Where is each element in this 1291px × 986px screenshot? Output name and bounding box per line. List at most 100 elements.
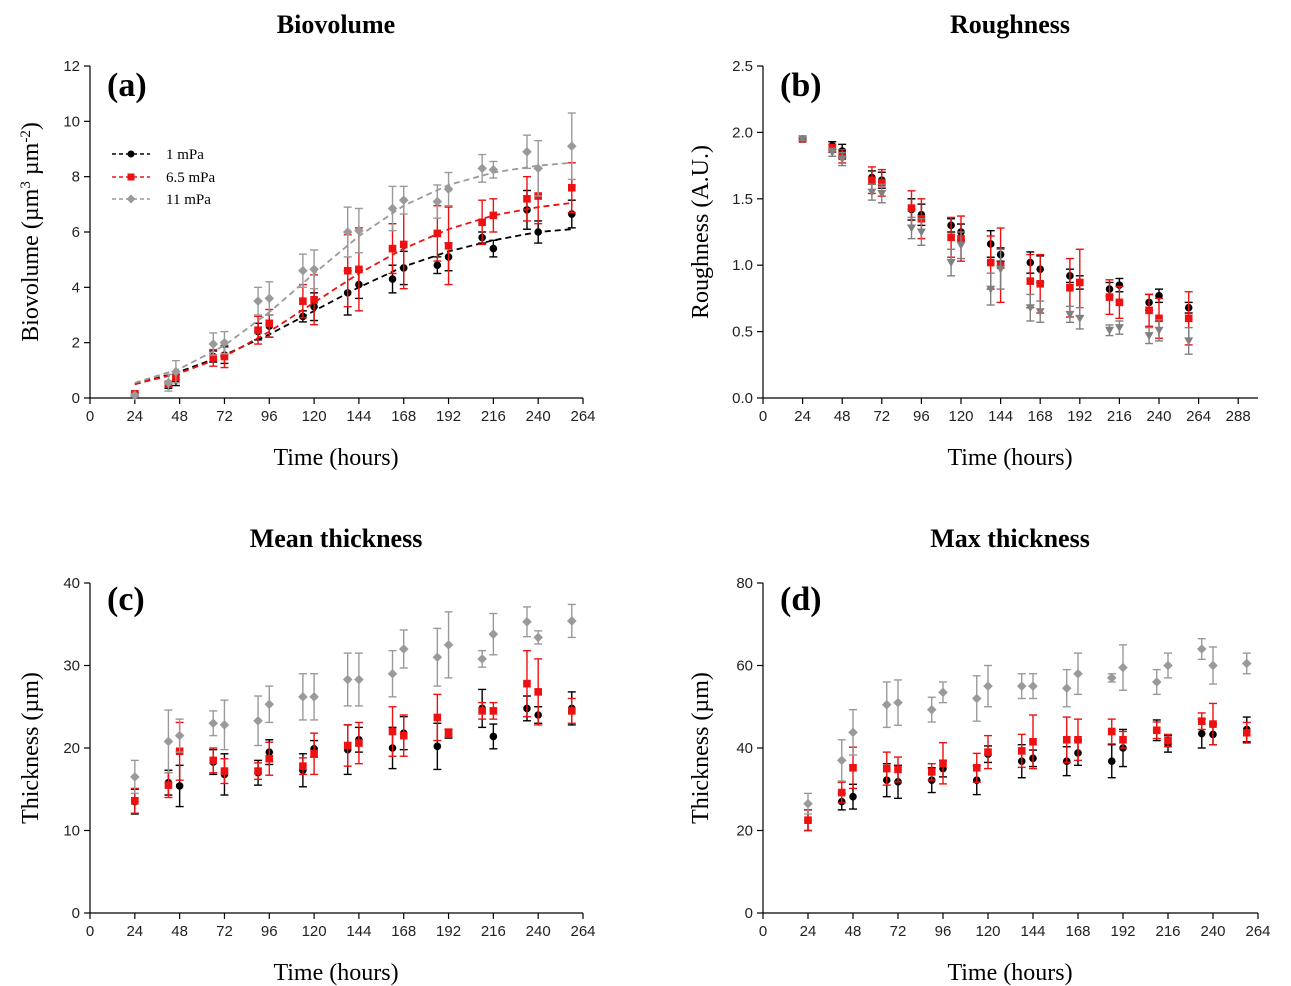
panel-a-ytick-label: 0 [72, 390, 80, 407]
data-point [254, 326, 262, 335]
panel-c-ytick-label: 30 [63, 658, 80, 675]
data-point [387, 203, 398, 214]
data-point [254, 767, 262, 775]
panel-a-ytick-label: 2 [72, 335, 80, 352]
data-point [947, 233, 955, 242]
data-point [1036, 279, 1044, 288]
panel-b-axes: 0 24 48 72 96 120 144 168 192 216 240 264 288 0.0 0.5 1… [732, 58, 1258, 425]
data-point [1164, 736, 1172, 745]
data-point [433, 713, 442, 722]
panel-a-xtick-label: 48 [171, 408, 188, 425]
data-point [1209, 720, 1217, 728]
data-point [1107, 727, 1116, 736]
data-point [208, 339, 219, 349]
data-point [1197, 717, 1206, 725]
data-point [1105, 293, 1114, 301]
panel-a-title: Biovolume [277, 10, 395, 39]
panel-c-series-6-5-mpa [130, 649, 576, 814]
data-point [174, 730, 185, 741]
data-point [803, 798, 813, 809]
panel-b-xtick-label: 240 [1146, 408, 1171, 425]
data-point [130, 390, 140, 401]
panel-b-ytick-label: 0.0 [732, 390, 753, 407]
data-point [1076, 278, 1084, 287]
legend-marker-6-5mpa [127, 173, 135, 181]
panel-d-ytick-label: 20 [736, 823, 753, 840]
data-point [175, 782, 184, 790]
panel-b-series-11-mpa [798, 135, 1194, 355]
panel-c-ytick-label: 20 [63, 740, 80, 757]
panel-a-ylabel: Biovolume (µm3 µm-2) [18, 122, 44, 342]
panel-d-ytick-label: 80 [736, 575, 753, 592]
data-point [354, 225, 364, 236]
data-point [388, 727, 397, 736]
data-point [882, 764, 891, 773]
legend-text-6-5mpa: 6.5 mPa [166, 170, 216, 186]
panel-a-series-1-mpa [130, 189, 576, 400]
data-point [489, 244, 498, 253]
data-point [1242, 728, 1251, 737]
data-point [523, 195, 531, 203]
data-point [443, 640, 454, 650]
data-point [986, 285, 996, 294]
data-point [827, 148, 837, 157]
data-point [1151, 677, 1162, 687]
panel-b-ytick-label: 0.5 [732, 324, 753, 341]
panel-b-xtick-label: 120 [948, 408, 973, 425]
data-point [986, 258, 995, 267]
panel-b-title: Roughness [950, 10, 1070, 39]
data-point [1062, 735, 1071, 744]
data-point [567, 183, 576, 192]
panel-b-ylabel: Roughness (A.U.) [688, 145, 714, 319]
panel-b-xtick-label: 264 [1186, 408, 1211, 425]
data-point [523, 679, 531, 688]
data-point [837, 155, 847, 164]
panel-b-xtick-label: 288 [1226, 408, 1251, 425]
panel-a-xtick-label: 264 [570, 408, 595, 425]
data-point [1155, 291, 1163, 300]
data-point [477, 163, 487, 174]
data-point [253, 296, 263, 306]
panel-b-xtick-label: 24 [794, 408, 811, 425]
panel-d-series-6-5-mpa [804, 702, 1251, 832]
panel-d-xtick-label: 144 [1020, 923, 1045, 940]
panel-c-ytick-label: 10 [63, 823, 80, 840]
data-point [489, 732, 498, 741]
panel-c-xtick-label: 48 [171, 923, 188, 940]
panel-c-xtick-label: 120 [302, 923, 327, 940]
data-point [488, 164, 499, 175]
panel-b-xtick-label: 72 [873, 408, 890, 425]
panel-c-xtick-label: 168 [391, 923, 416, 940]
panel-c-title: Mean thickness [250, 524, 423, 553]
data-point [489, 211, 498, 220]
panel-b-xtick-label: 48 [834, 408, 851, 425]
panel-c-xtick-label: 72 [216, 923, 233, 940]
data-point [264, 699, 275, 710]
data-point [388, 244, 397, 253]
data-point [907, 204, 916, 212]
data-point [265, 754, 274, 763]
legend-text-1mpa: 1 mPa [166, 147, 204, 163]
data-point [477, 654, 487, 664]
data-point [983, 681, 993, 691]
data-point [1035, 308, 1045, 317]
data-point [1119, 735, 1127, 744]
panel-a-ytick-label: 4 [72, 279, 80, 296]
panel-d-ytick-label: 40 [736, 740, 753, 757]
data-point [309, 692, 319, 702]
data-point [355, 265, 363, 274]
data-point [388, 275, 397, 283]
data-point [849, 792, 857, 801]
panel-b-ytick-label: 1.5 [732, 191, 753, 208]
panel-a-xtick-label: 168 [391, 408, 416, 425]
panel-c-axes: 0 24 48 72 96 120 144 168 192 216 240 264 0 10 20 30 40 [63, 575, 595, 940]
data-point [444, 729, 453, 737]
data-point [253, 715, 263, 726]
data-point [1066, 283, 1074, 292]
data-point [1208, 660, 1218, 671]
data-point [131, 797, 139, 805]
data-point [534, 688, 542, 696]
panel-d-xtick-label: 72 [890, 923, 907, 940]
data-point [489, 707, 498, 715]
panel-d-label: (d) [780, 581, 822, 618]
